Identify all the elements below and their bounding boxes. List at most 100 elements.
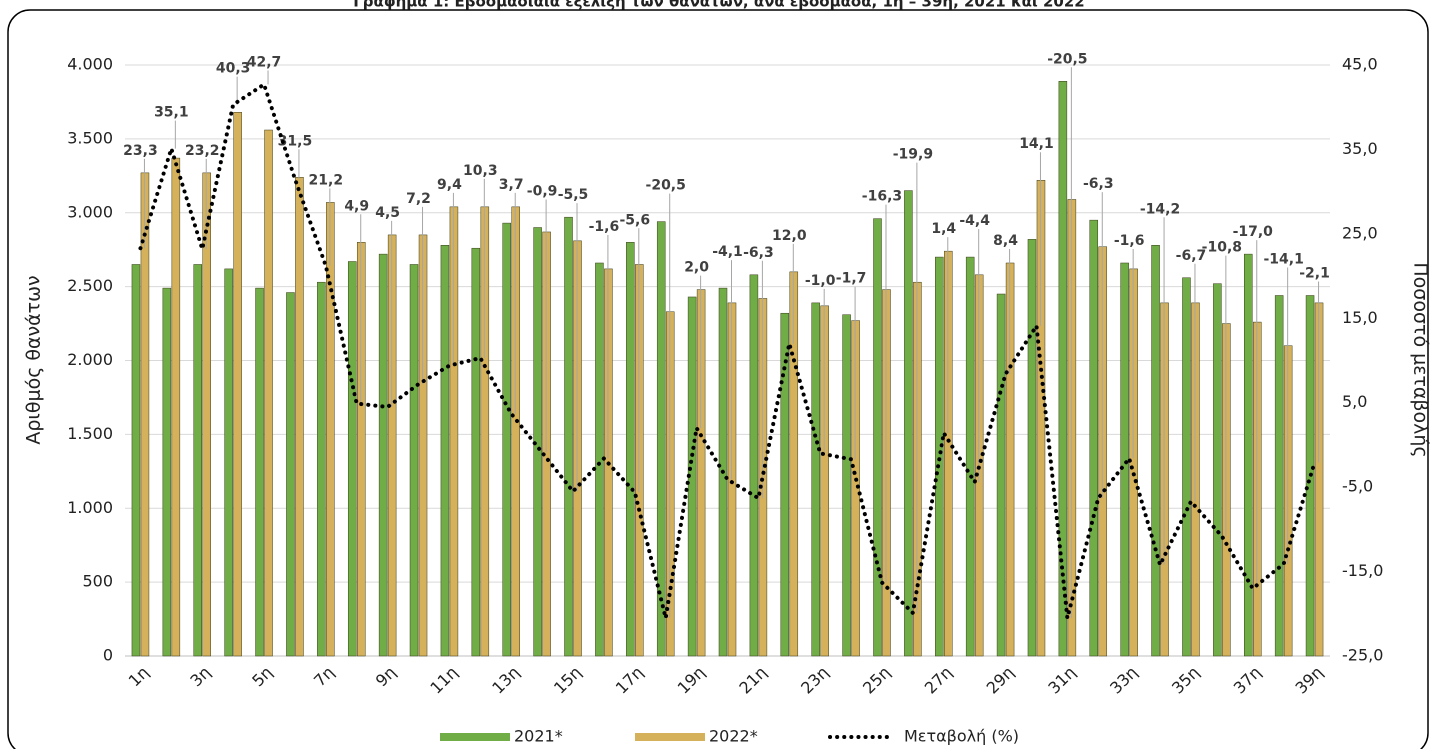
bar <box>780 312 790 657</box>
bar <box>564 216 573 657</box>
x-tick-label: 31η <box>1044 663 1079 698</box>
data-label: -19,9 <box>893 147 933 163</box>
data-label: 4,9 <box>344 198 369 214</box>
x-tick-label: 25η <box>859 663 894 698</box>
x-tick-label: 21η <box>735 663 770 698</box>
bar <box>162 287 172 657</box>
legend-label: 2022* <box>709 727 758 746</box>
chart-title: Γράφημα 1: Εβδομαδιαία εξέλιξη των θανάτ… <box>353 0 1085 11</box>
data-label: -10,8 <box>1202 240 1242 256</box>
bar <box>286 292 295 657</box>
bar <box>224 268 233 657</box>
x-tick-label: 3η <box>186 663 214 691</box>
bar <box>295 177 304 657</box>
data-label: -5,5 <box>558 187 589 203</box>
data-label: -16,3 <box>862 189 902 205</box>
bar <box>1244 253 1253 657</box>
x-tick-label: 15η <box>550 663 585 698</box>
y-tick-label: 0 <box>103 646 113 665</box>
chart-border <box>7 9 1429 749</box>
data-label: 35,1 <box>154 105 189 121</box>
data-label: 23,3 <box>123 143 158 159</box>
bar <box>1120 262 1129 657</box>
y2-tick-label: 45,0 <box>1342 55 1378 74</box>
bar <box>440 245 450 657</box>
bar <box>996 293 1006 657</box>
data-label: 1,4 <box>931 221 956 237</box>
data-label: 40,3 <box>216 61 251 77</box>
y-axis-title: Αριθμός θανάτων <box>23 275 45 444</box>
bar <box>904 190 913 657</box>
bar <box>873 218 882 657</box>
data-label: -6,3 <box>743 245 774 261</box>
y-tick-label: 4.000 <box>67 55 113 74</box>
bar <box>1182 277 1191 657</box>
x-tick-label: 23η <box>797 663 832 698</box>
y2-tick-label: -15,0 <box>1342 561 1383 580</box>
data-label: -1,6 <box>1114 233 1145 249</box>
bar <box>255 287 264 657</box>
data-label: 23,2 <box>185 143 220 159</box>
bar <box>1027 239 1037 657</box>
x-tick-label: 7η <box>310 663 338 691</box>
bar <box>317 281 326 657</box>
bar <box>1213 283 1222 657</box>
data-label: -5,6 <box>619 212 650 228</box>
data-label: 42,7 <box>247 54 282 70</box>
data-label: -1,7 <box>836 271 867 287</box>
bar <box>471 247 481 657</box>
data-label: -6,7 <box>1176 248 1207 264</box>
x-tick-label: 33η <box>1106 663 1141 698</box>
bar <box>842 314 851 657</box>
y2-tick-label: -5,0 <box>1342 477 1373 496</box>
bar <box>409 264 419 657</box>
bar <box>1151 245 1160 657</box>
bar <box>171 157 181 657</box>
data-label: 2,0 <box>684 260 709 276</box>
bar <box>193 264 202 657</box>
bar <box>1274 295 1284 657</box>
y-tick-label: 3.000 <box>67 202 113 221</box>
data-label: -1,6 <box>589 219 620 235</box>
x-tick-label: 19η <box>674 663 709 698</box>
legend-label: Μεταβολή (%) <box>904 727 1019 746</box>
legend-label: 2021* <box>514 727 563 746</box>
y-tick-label: 2.500 <box>67 276 113 295</box>
x-tick-label: 1η <box>125 663 153 691</box>
data-label: -14,1 <box>1263 251 1303 267</box>
data-label: -4,4 <box>959 213 990 229</box>
data-label: 31,5 <box>278 133 313 149</box>
y-tick-label: 2.000 <box>67 350 113 369</box>
x-tick-label: 27η <box>921 663 956 698</box>
x-tick-label: 37η <box>1230 663 1265 698</box>
y2-tick-label: 35,0 <box>1342 139 1378 158</box>
data-label: 7,2 <box>406 191 431 207</box>
bar <box>1089 219 1099 657</box>
data-label: 3,7 <box>499 177 524 193</box>
bar <box>1058 81 1068 657</box>
y2-tick-label: 25,0 <box>1342 223 1378 242</box>
x-tick-label: 11η <box>426 663 461 698</box>
x-tick-label: 35η <box>1168 663 1203 698</box>
y2-tick-label: -25,0 <box>1342 646 1383 665</box>
data-label: 4,5 <box>375 205 400 221</box>
x-tick-label: 39η <box>1292 663 1327 698</box>
data-label: 9,4 <box>437 177 462 193</box>
bar <box>378 253 388 657</box>
data-label: -1,0 <box>805 273 836 289</box>
x-tick-label: 9η <box>372 663 400 691</box>
data-label: 8,4 <box>993 233 1018 249</box>
data-label: 12,0 <box>772 228 807 244</box>
bar <box>749 274 759 657</box>
data-label: 21,2 <box>309 172 344 188</box>
bar <box>935 256 944 657</box>
data-label: -14,2 <box>1140 201 1180 217</box>
data-label: -2,1 <box>1299 265 1330 281</box>
data-label: -6,3 <box>1083 176 1114 192</box>
data-label: -17,0 <box>1233 224 1274 240</box>
bar <box>502 222 511 657</box>
legend-swatch <box>440 733 510 741</box>
x-tick-label: 17η <box>612 663 647 698</box>
x-tick-label: 5η <box>248 663 276 691</box>
data-label: -20,5 <box>646 178 686 194</box>
